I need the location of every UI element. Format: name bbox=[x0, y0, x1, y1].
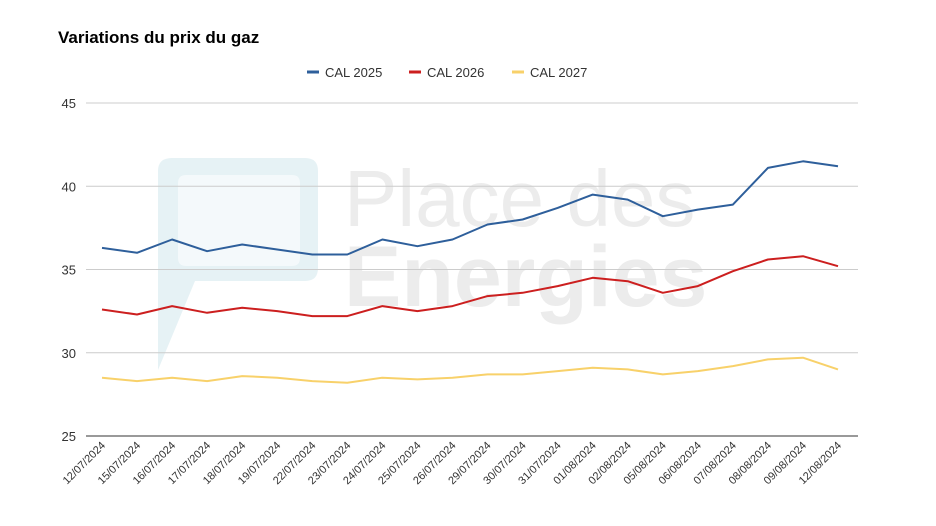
y-tick-label: 25 bbox=[62, 429, 76, 444]
legend: CAL 2025 CAL 2026 CAL 2027 bbox=[307, 65, 587, 80]
x-axis-ticks: 12/07/202415/07/202416/07/202417/07/2024… bbox=[61, 440, 844, 487]
legend-label: CAL 2026 bbox=[427, 65, 484, 80]
y-tick-label: 35 bbox=[62, 263, 76, 278]
series-lines bbox=[101, 160, 839, 384]
y-tick-label: 30 bbox=[62, 346, 76, 361]
legend-label: CAL 2027 bbox=[530, 65, 587, 80]
series-line-cal-2027 bbox=[101, 356, 839, 384]
watermark-text-line1: Place des bbox=[344, 154, 695, 243]
y-axis-ticks: 25 30 35 40 45 bbox=[62, 96, 76, 444]
series-line-cal-2025 bbox=[101, 160, 839, 256]
series-line-cal-2026 bbox=[101, 255, 839, 318]
chart-title: Variations du prix du gaz bbox=[58, 28, 260, 47]
watermark-shape-inner bbox=[178, 175, 300, 266]
legend-label: CAL 2025 bbox=[325, 65, 382, 80]
grid-lines bbox=[86, 102, 858, 437]
y-tick-label: 40 bbox=[62, 179, 76, 194]
y-tick-label: 45 bbox=[62, 96, 76, 111]
